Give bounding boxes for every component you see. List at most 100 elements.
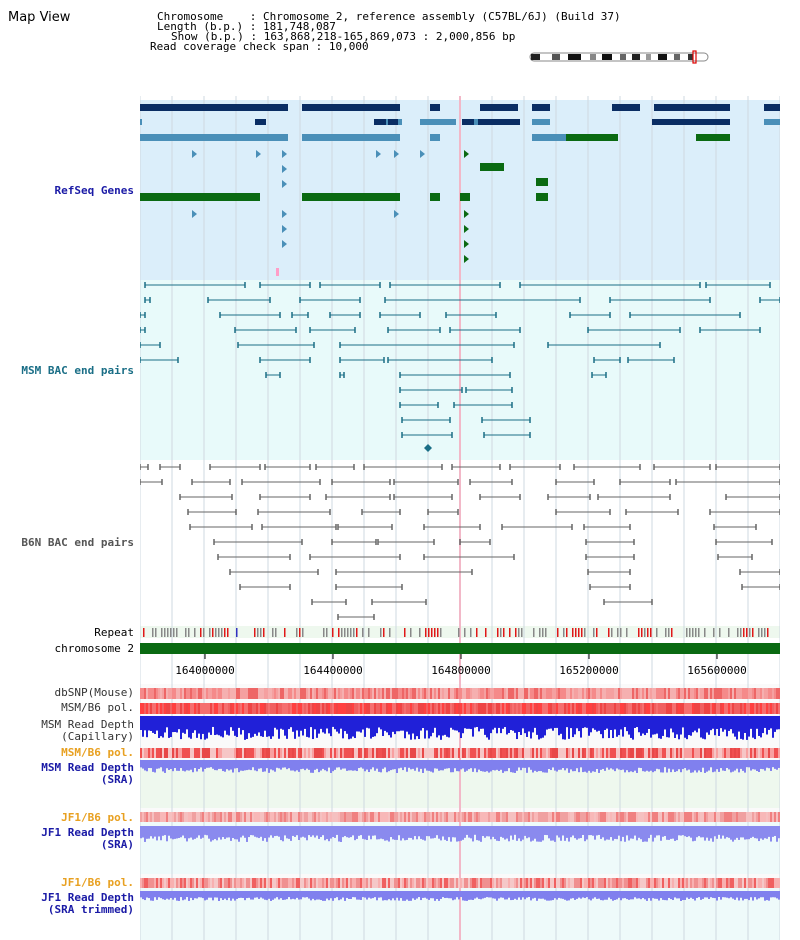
read-depth-bar xyxy=(460,716,462,739)
snp-density-cell xyxy=(412,878,414,888)
read-depth-bar xyxy=(538,891,540,899)
snp-density-cell xyxy=(436,688,438,699)
read-depth-bar xyxy=(516,891,518,900)
snp-density-cell xyxy=(482,812,484,822)
snp-density-cell xyxy=(762,878,764,888)
read-depth-bar xyxy=(666,760,668,773)
read-depth-bar xyxy=(346,760,348,771)
snp-density-cell xyxy=(210,812,212,822)
repeat-element xyxy=(704,628,706,637)
snp-density-cell xyxy=(574,703,576,714)
read-depth-bar xyxy=(282,760,284,768)
snp-density-cell xyxy=(520,703,522,714)
read-depth-bar xyxy=(216,760,218,771)
snp-density-cell xyxy=(692,748,694,758)
snp-density-cell xyxy=(778,703,780,714)
read-depth-bar xyxy=(164,891,166,900)
snp-density-cell xyxy=(750,703,752,714)
snp-density-cell xyxy=(752,688,754,699)
read-depth-bar xyxy=(718,891,720,898)
snp-density-cell xyxy=(358,688,360,699)
read-depth-bar xyxy=(152,716,154,733)
snp-density-cell xyxy=(636,748,638,758)
snp-density-cell xyxy=(266,878,268,888)
read-depth-bar xyxy=(664,891,666,901)
snp-density-cell xyxy=(226,703,228,714)
repeat-element xyxy=(542,628,544,637)
read-depth-bar xyxy=(286,760,288,770)
read-depth-bar xyxy=(764,716,766,728)
snp-density-cell xyxy=(408,812,410,822)
snp-density-cell xyxy=(426,703,428,714)
read-depth-bar xyxy=(774,716,776,732)
snp-density-cell xyxy=(718,688,720,699)
read-depth-bar xyxy=(400,716,402,731)
read-depth-bar xyxy=(266,760,268,769)
read-depth-bar xyxy=(514,891,516,899)
snp-density-cell xyxy=(690,748,692,758)
snp-density-cell xyxy=(572,878,574,888)
snp-density-cell xyxy=(226,812,228,822)
read-depth-bar xyxy=(656,716,658,734)
track-label-jf1-pol: JF1/B6 pol. xyxy=(61,811,134,824)
snp-density-cell xyxy=(198,812,200,822)
snp-density-cell xyxy=(748,688,750,699)
repeat-element xyxy=(563,628,565,637)
read-depth-bar xyxy=(462,716,464,734)
snp-density-cell xyxy=(638,688,640,699)
snp-density-cell xyxy=(372,878,374,888)
snp-density-cell xyxy=(598,703,600,714)
snp-density-cell xyxy=(314,703,316,714)
snp-density-cell xyxy=(290,748,292,758)
snp-density-cell xyxy=(490,688,492,699)
snp-density-cell xyxy=(394,748,396,758)
chromosome-bar xyxy=(140,643,780,654)
snp-density-cell xyxy=(698,812,700,822)
snp-density-cell xyxy=(428,878,430,888)
read-depth-bar xyxy=(172,826,174,840)
repeat-element xyxy=(581,628,583,637)
snp-density-cell xyxy=(554,878,556,888)
snp-density-cell xyxy=(714,703,716,714)
snp-density-cell xyxy=(318,748,320,758)
snp-density-cell xyxy=(216,703,218,714)
snp-density-cell xyxy=(668,703,670,714)
read-depth-bar xyxy=(262,891,264,899)
read-depth-bar xyxy=(256,716,258,736)
read-depth-bar xyxy=(192,826,194,840)
read-depth-bar xyxy=(220,716,222,737)
read-depth-bar xyxy=(164,716,166,733)
read-depth-bar xyxy=(380,891,382,898)
read-depth-bar xyxy=(576,826,578,840)
chromosome-ideogram[interactable] xyxy=(528,50,714,64)
read-depth-bar xyxy=(596,891,598,899)
read-depth-bar xyxy=(430,826,432,839)
snp-density-cell xyxy=(718,748,720,758)
snp-density-cell xyxy=(360,878,362,888)
snp-density-cell xyxy=(616,748,618,758)
snp-density-cell xyxy=(148,688,150,699)
snp-density-cell xyxy=(544,812,546,822)
read-depth-bar xyxy=(496,826,498,841)
snp-density-cell xyxy=(620,878,622,888)
snp-density-cell xyxy=(270,878,272,888)
read-depth-bar xyxy=(526,760,528,773)
snp-density-cell xyxy=(242,812,244,822)
snp-density-cell xyxy=(686,748,688,758)
snp-density-cell xyxy=(222,878,224,888)
repeat-element xyxy=(155,628,157,637)
read-depth-bar xyxy=(204,826,206,835)
snp-density-cell xyxy=(622,812,624,822)
read-depth-bar xyxy=(640,891,642,900)
genome-browser-plot[interactable] xyxy=(140,96,780,940)
snp-density-cell xyxy=(356,878,358,888)
snp-density-cell xyxy=(568,688,570,699)
snp-density-cell xyxy=(282,748,284,758)
snp-density-cell xyxy=(416,812,418,822)
snp-density-cell xyxy=(478,812,480,822)
read-depth-bar xyxy=(600,891,602,901)
read-depth-bar xyxy=(484,760,486,772)
snp-density-cell xyxy=(692,878,694,888)
snp-density-cell xyxy=(598,688,600,699)
read-depth-bar xyxy=(612,760,614,770)
